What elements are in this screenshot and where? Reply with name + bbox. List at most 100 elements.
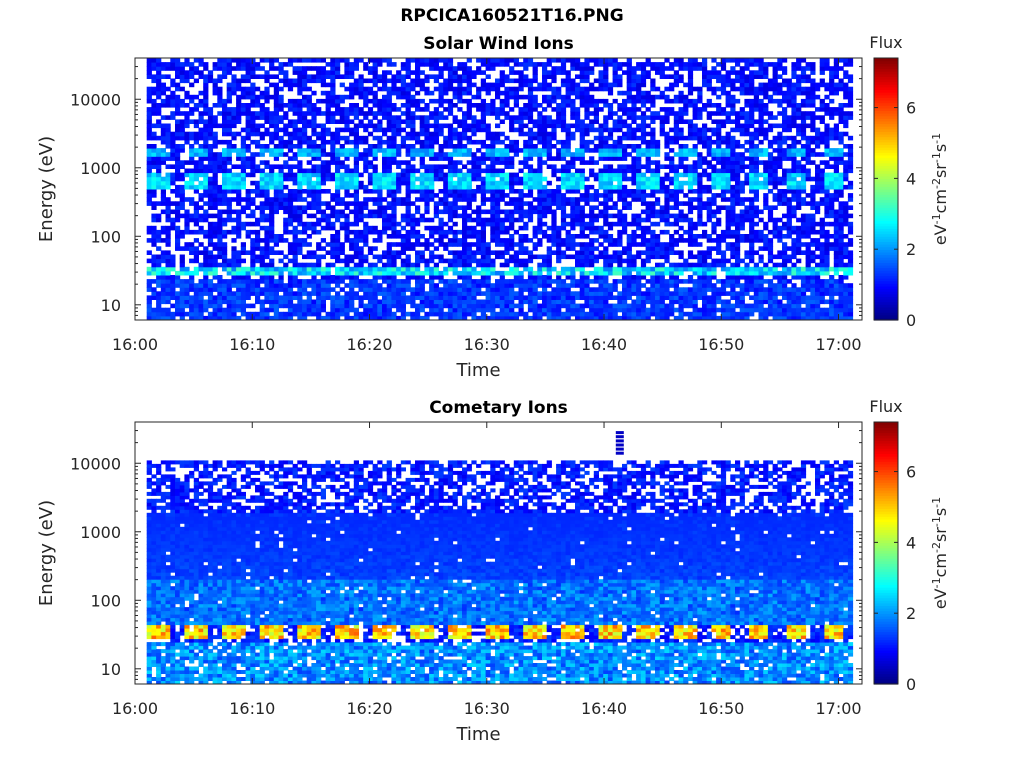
heatmap-cell [486, 124, 491, 129]
heatmap-cell [293, 295, 298, 300]
heatmap-cell [326, 250, 331, 255]
heatmap-cell [373, 300, 378, 305]
heatmap-cell [156, 267, 161, 272]
heatmap-cell [617, 83, 622, 88]
heatmap-cell [439, 234, 444, 239]
heatmap-cell [213, 255, 218, 260]
heatmap-cell [269, 279, 274, 284]
heatmap-cell [410, 132, 415, 137]
heatmap-cell [180, 148, 185, 153]
heatmap-cell [354, 128, 359, 133]
heatmap-cell [180, 283, 185, 288]
heatmap-cell [424, 119, 429, 124]
heatmap-cell [373, 214, 378, 219]
heatmap-cell [584, 160, 589, 165]
heatmap-cell [368, 124, 373, 129]
heatmap-cell [170, 164, 175, 169]
heatmap-cell [453, 95, 458, 100]
heatmap-cell [641, 66, 646, 71]
heatmap-cell [486, 144, 491, 149]
heatmap-cell [448, 70, 453, 75]
heatmap-cell [231, 177, 236, 182]
heatmap-cell [443, 140, 448, 145]
heatmap-cell [490, 218, 495, 223]
heatmap-cell [613, 238, 618, 243]
heatmap-cell [246, 267, 251, 272]
heatmap-cell [533, 230, 538, 235]
heatmap-cell [613, 66, 618, 71]
heatmap-cell [406, 263, 411, 268]
heatmap-cell [326, 107, 331, 112]
heatmap-cell [476, 259, 481, 264]
heatmap-cell [406, 312, 411, 317]
heatmap-cell [533, 308, 538, 313]
heatmap-cell [151, 259, 156, 264]
heatmap-cell [519, 218, 524, 223]
heatmap-cell [599, 275, 604, 280]
heatmap-cell [453, 132, 458, 137]
heatmap-cell [448, 304, 453, 309]
heatmap-cell [636, 214, 641, 219]
heatmap-cell [264, 234, 269, 239]
heatmap-cell [584, 185, 589, 190]
heatmap-cell [396, 152, 401, 157]
heatmap-cell [415, 234, 420, 239]
heatmap-cell [382, 210, 387, 215]
heatmap-cell [166, 242, 171, 247]
heatmap-cell [222, 119, 227, 124]
heatmap-cell [288, 79, 293, 84]
heatmap-cell [391, 250, 396, 255]
heatmap-cell [307, 234, 312, 239]
heatmap-cell [575, 291, 580, 296]
heatmap-cell [514, 144, 519, 149]
heatmap-cell [608, 304, 613, 309]
heatmap-cell [363, 259, 368, 264]
heatmap-cell [462, 300, 467, 305]
heatmap-cell [551, 226, 556, 231]
heatmap-cell [514, 87, 519, 92]
heatmap-cell [481, 230, 486, 235]
heatmap-cell [349, 62, 354, 67]
heatmap-cell [213, 91, 218, 96]
heatmap-cell [349, 107, 354, 112]
heatmap-cell [566, 300, 571, 305]
heatmap-cell [354, 263, 359, 268]
heatmap-cell [476, 279, 481, 284]
heatmap-cell [627, 144, 632, 149]
heatmap-cell [462, 259, 467, 264]
heatmap-cell [368, 152, 373, 157]
heatmap-cell [184, 111, 189, 116]
heatmap-cell [622, 271, 627, 276]
heatmap-cell [161, 128, 166, 133]
heatmap-cell [156, 234, 161, 239]
heatmap-cell [424, 173, 429, 178]
heatmap-cell [391, 287, 396, 292]
heatmap-cell [236, 156, 241, 161]
heatmap-cell [199, 91, 204, 96]
heatmap-cell [561, 267, 566, 272]
heatmap-cell [542, 230, 547, 235]
heatmap-cell [589, 271, 594, 276]
heatmap-cell [274, 238, 279, 243]
heatmap-cell [636, 83, 641, 88]
heatmap-cell [406, 164, 411, 169]
heatmap-cell [217, 111, 222, 116]
heatmap-cell [561, 238, 566, 243]
heatmap-cell [424, 87, 429, 92]
heatmap-cell [490, 234, 495, 239]
heatmap-cell [523, 226, 528, 231]
heatmap-cell [227, 205, 232, 210]
heatmap-cell [594, 173, 599, 178]
heatmap-cell [349, 128, 354, 133]
heatmap-cell [537, 140, 542, 145]
heatmap-cell [495, 79, 500, 84]
heatmap-cell [457, 136, 462, 141]
heatmap-cell [509, 291, 514, 296]
heatmap-cell [448, 201, 453, 206]
heatmap-cell [302, 300, 307, 305]
heatmap-cell [382, 160, 387, 165]
heatmap-cell [603, 271, 608, 276]
heatmap-cell [147, 283, 152, 288]
heatmap-cell [556, 70, 561, 75]
heatmap-cell [631, 83, 636, 88]
